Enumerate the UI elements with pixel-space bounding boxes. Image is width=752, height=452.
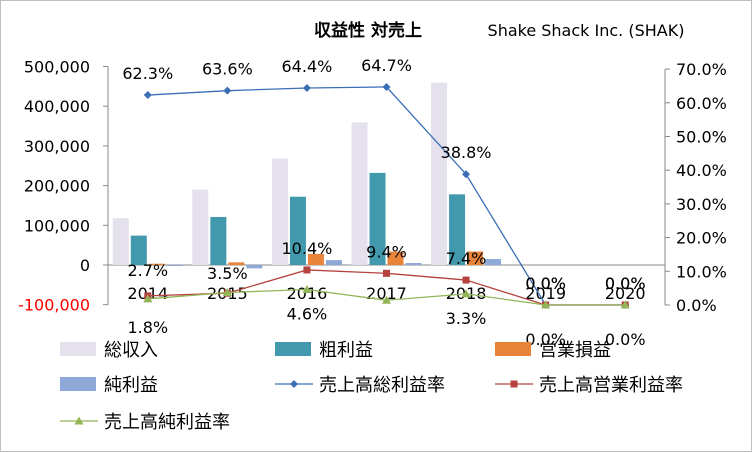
marker-triangle xyxy=(222,288,232,297)
marker-triangle xyxy=(461,289,471,298)
legend-swatch xyxy=(60,377,96,391)
data-label: 62.3% xyxy=(122,64,173,83)
right-tick-label: 30.0% xyxy=(676,195,727,214)
legend-marker xyxy=(510,380,518,388)
marker-square xyxy=(462,276,470,284)
legend-label: 売上高総利益率 xyxy=(319,375,445,396)
bar-3 xyxy=(228,262,245,265)
bar-2 xyxy=(369,172,386,265)
right-tick-label: 50.0% xyxy=(676,128,727,147)
bar-3 xyxy=(467,251,484,265)
bar-1 xyxy=(192,189,209,265)
bars xyxy=(112,82,502,269)
left-tick-label: 500,000 xyxy=(24,58,90,77)
left-tick-label: 200,000 xyxy=(24,177,90,196)
legend-label: 営業損益 xyxy=(539,340,611,361)
chart-title: 収益性 対売上 xyxy=(314,20,422,41)
right-tick-label: 20.0% xyxy=(676,229,727,248)
data-label: 9.4% xyxy=(366,242,407,261)
data-label: 1.8% xyxy=(127,318,168,337)
right-tick-label: 0.0% xyxy=(676,296,717,315)
data-label: 63.6% xyxy=(202,60,253,79)
left-tick-label: 100,000 xyxy=(24,216,90,235)
marker-diamond xyxy=(462,170,471,179)
bar-3 xyxy=(148,263,165,265)
left-tick-label: 400,000 xyxy=(24,97,90,116)
data-label: 3.3% xyxy=(446,309,487,328)
data-label: 2.7% xyxy=(127,261,168,280)
legend-label: 売上高純利益率 xyxy=(104,412,230,433)
category-label: 2016 xyxy=(287,284,328,303)
marker-triangle xyxy=(302,284,312,293)
legend-label: 売上高営業利益率 xyxy=(539,375,683,396)
data-label: 0.0% xyxy=(525,330,566,349)
right-tick-label: 40.0% xyxy=(676,161,727,180)
legend-label: 粗利益 xyxy=(319,340,373,361)
bar-2 xyxy=(289,196,306,265)
left-tick-label: -100,000 xyxy=(18,296,90,315)
legend-swatch xyxy=(495,342,531,356)
bar-4 xyxy=(246,265,263,269)
legend-marker xyxy=(74,416,84,425)
legend-swatch xyxy=(60,342,96,356)
legend-marker xyxy=(290,380,298,388)
data-label: 0.0% xyxy=(605,330,646,349)
bar-1 xyxy=(112,218,129,265)
marker-diamond xyxy=(302,83,311,92)
right-tick-label: 10.0% xyxy=(676,262,727,281)
data-label: 0.0% xyxy=(605,274,646,293)
left-tick-label: 0 xyxy=(80,256,90,275)
marker-diamond xyxy=(382,82,391,91)
right-tick-label: 70.0% xyxy=(676,60,727,79)
lines xyxy=(143,82,630,309)
category-label: 2020 xyxy=(605,284,646,303)
bar-1 xyxy=(351,122,368,266)
data-label: 0.0% xyxy=(605,274,646,293)
legend-label: 総収入 xyxy=(104,340,158,361)
data-label: 0.0% xyxy=(525,274,566,293)
bar-2 xyxy=(449,194,466,265)
bar-4 xyxy=(166,265,183,266)
data-label: 64.7% xyxy=(361,56,412,75)
data-label: 38.8% xyxy=(441,143,492,162)
bar-2 xyxy=(210,216,227,265)
bar-4 xyxy=(325,260,342,265)
data-label: 10.4% xyxy=(282,239,333,258)
marker-triangle xyxy=(620,300,630,309)
data-labels: 62.3% 63.6% 64.4% 64.7% 38.8% 0.0% 0.0% 2.7% 3.5… xyxy=(122,56,645,349)
bar-1 xyxy=(431,82,448,265)
axes: -100,000 0 100,000 200,000 300,000 400,000 500… xyxy=(18,58,727,316)
bar-4 xyxy=(485,259,502,265)
marker-diamond xyxy=(223,86,232,95)
right-tick-label: 60.0% xyxy=(676,94,727,113)
marker-square xyxy=(303,266,311,274)
bar-3 xyxy=(387,251,404,265)
marker-triangle xyxy=(143,294,153,303)
data-label: 7.4% xyxy=(446,249,487,268)
data-label: 4.6% xyxy=(287,304,328,323)
legend-label: 純利益 xyxy=(104,375,158,396)
marker-square xyxy=(383,269,390,277)
marker-triangle xyxy=(541,300,551,309)
data-label: 0.0% xyxy=(525,274,566,293)
bar-3 xyxy=(307,253,324,265)
data-label: 64.4% xyxy=(282,57,333,76)
bar-2 xyxy=(130,235,147,265)
bar-4 xyxy=(405,263,422,265)
left-tick-label: 300,000 xyxy=(24,137,90,156)
data-label: 3.5% xyxy=(207,264,248,283)
marker-diamond xyxy=(143,91,152,100)
legend-swatch xyxy=(275,342,311,356)
chart-subtitle: Shake Shack Inc. (SHAK) xyxy=(488,21,685,40)
marker-triangle xyxy=(382,295,391,304)
bar-1 xyxy=(271,158,288,265)
